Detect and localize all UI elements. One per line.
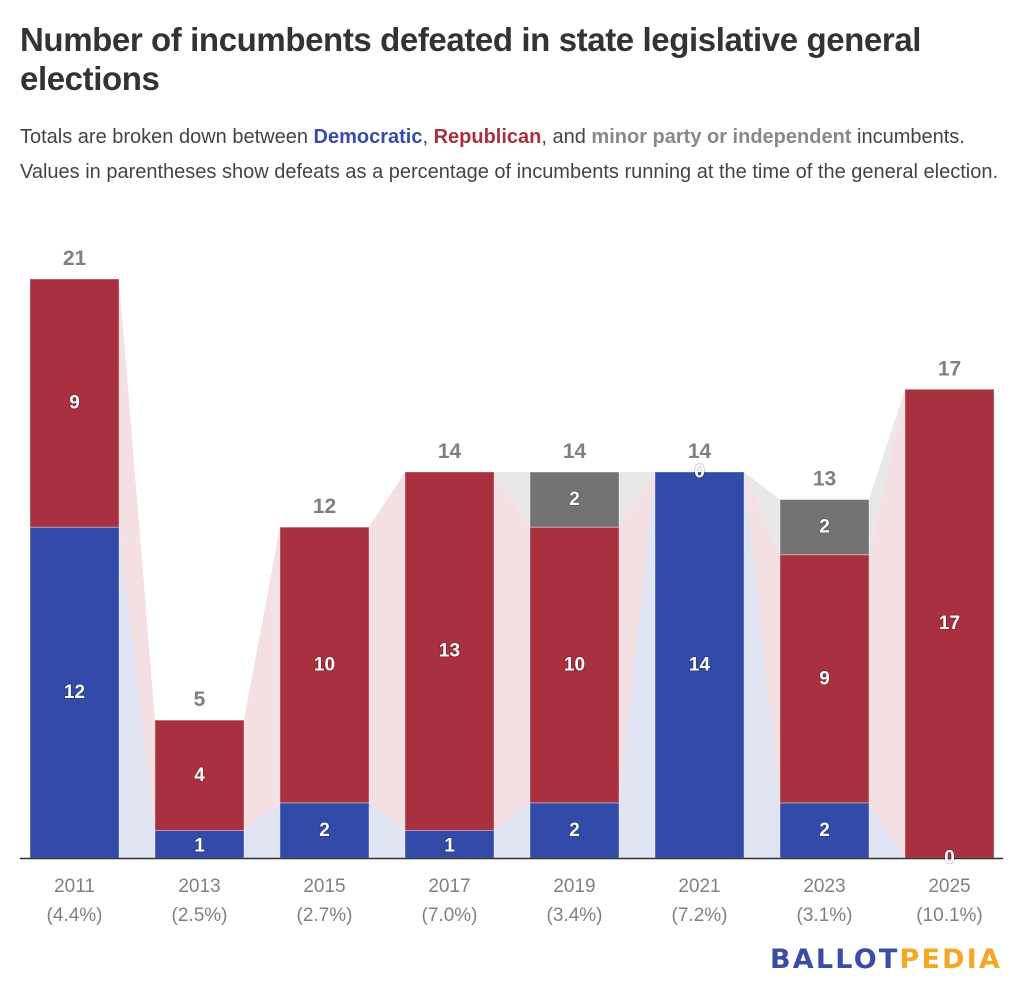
segment-label-republican: 13 xyxy=(439,641,460,662)
segment-label-democratic: 2 xyxy=(819,820,830,841)
legend-democratic: Democratic xyxy=(313,126,423,148)
legend-minor: minor party or independent xyxy=(591,126,852,148)
x-tick-sublabel: (3.1%) xyxy=(797,905,853,926)
x-tick-label: 2015 xyxy=(303,876,345,897)
connector-band-democratic xyxy=(244,802,280,858)
bar-segment-republican xyxy=(779,554,870,804)
connector-band-democratic xyxy=(369,802,405,858)
connector-band-republican xyxy=(244,527,280,831)
x-tick-sublabel: (2.5%) xyxy=(172,905,228,926)
data-labels: 129212011(4.4%)1452013(2.5%)210122015(2.… xyxy=(47,247,983,926)
segment-label-republican: 9 xyxy=(69,393,80,414)
connector-band-republican xyxy=(119,279,155,831)
connector-band-republican xyxy=(869,389,905,858)
bar-segment-republican xyxy=(904,388,995,859)
total-label: 17 xyxy=(938,357,961,380)
logo-pedia: PEDIA xyxy=(899,944,1003,975)
segment-label-republican: 0 xyxy=(694,462,705,483)
logo-ballot: BALLOT xyxy=(770,944,900,975)
segment-label-democratic: 0 xyxy=(944,848,955,869)
segment-label-democratic: 12 xyxy=(64,682,85,703)
connector-band-democratic xyxy=(619,472,655,858)
x-tick-label: 2017 xyxy=(428,876,470,897)
subtitle-text: Totals are broken down between xyxy=(20,126,314,148)
segment-label-republican: 10 xyxy=(564,655,585,676)
bar-segment-republican xyxy=(29,278,120,528)
subtitle-text: incumbents. Values in parentheses show d… xyxy=(20,126,999,183)
x-tick-sublabel: (2.7%) xyxy=(297,905,353,926)
bar-segment-democratic xyxy=(279,802,370,859)
bars xyxy=(29,278,995,859)
total-label: 12 xyxy=(313,495,336,518)
bar-segment-republican xyxy=(529,526,620,804)
x-tick-sublabel: (4.4%) xyxy=(47,905,103,926)
total-label: 5 xyxy=(194,688,206,711)
segment-label-democratic: 2 xyxy=(569,820,580,841)
connector-bands xyxy=(119,279,905,858)
connector-band-minor xyxy=(619,472,655,528)
total-label: 14 xyxy=(563,440,587,463)
segment-label-republican: 10 xyxy=(314,655,335,676)
x-tick-sublabel: (7.0%) xyxy=(422,905,478,926)
legend-republican: Republican xyxy=(433,126,542,148)
connector-band-republican xyxy=(369,472,405,831)
segment-label-democratic: 1 xyxy=(194,836,205,857)
x-tick-label: 2023 xyxy=(803,876,845,897)
connector-band-democratic xyxy=(869,802,905,858)
x-tick-label: 2019 xyxy=(553,876,595,897)
subtitle-text: , xyxy=(422,126,434,148)
connector-band-democratic xyxy=(744,472,780,858)
bar-segment-democratic xyxy=(779,802,870,859)
bar-segment-democratic xyxy=(529,802,620,859)
bar-segment-minor xyxy=(779,499,870,556)
connector-band-democratic xyxy=(494,802,530,858)
subtitle-text: , and xyxy=(541,126,592,148)
connector-band-minor xyxy=(119,279,155,721)
connector-band-democratic xyxy=(119,527,155,858)
bar-segment-republican xyxy=(279,526,370,804)
chart-title: Number of incumbents defeated in state l… xyxy=(20,21,922,97)
x-tick-label: 2011 xyxy=(54,876,95,897)
total-label: 13 xyxy=(813,468,836,491)
bar-segment-republican xyxy=(404,471,495,831)
segment-label-republican: 17 xyxy=(939,613,960,634)
segment-label-minor: 2 xyxy=(569,489,580,510)
segment-label-democratic: 14 xyxy=(689,655,711,676)
segment-label-democratic: 2 xyxy=(319,820,330,841)
connector-band-republican xyxy=(494,472,530,831)
x-tick-label: 2025 xyxy=(928,876,970,897)
segment-label-republican: 9 xyxy=(819,668,830,689)
x-tick-label: 2021 xyxy=(678,876,720,897)
bar-segment-democratic xyxy=(654,471,745,859)
x-tick-sublabel: (3.4%) xyxy=(547,905,603,926)
chart-subtitle: Totals are broken down between Democrati… xyxy=(20,120,1010,190)
segment-label-minor: 2 xyxy=(819,517,830,538)
total-label: 14 xyxy=(688,440,712,463)
ballotpedia-logo: BALLOTPEDIA xyxy=(770,944,1002,975)
segment-label-republican: 4 xyxy=(194,765,205,786)
connector-band-minor xyxy=(494,472,530,528)
total-label: 21 xyxy=(63,247,87,270)
x-tick-label: 2013 xyxy=(178,876,220,897)
segment-label-democratic: 1 xyxy=(444,836,455,857)
x-tick-sublabel: (10.1%) xyxy=(916,905,983,926)
bar-segment-republican xyxy=(154,719,245,831)
bar-segment-minor xyxy=(529,471,620,528)
x-tick-sublabel: (7.2%) xyxy=(672,905,728,926)
total-label: 14 xyxy=(438,440,462,463)
stacked-bar-chart: 129212011(4.4%)1452013(2.5%)210122015(2.… xyxy=(20,247,1003,926)
